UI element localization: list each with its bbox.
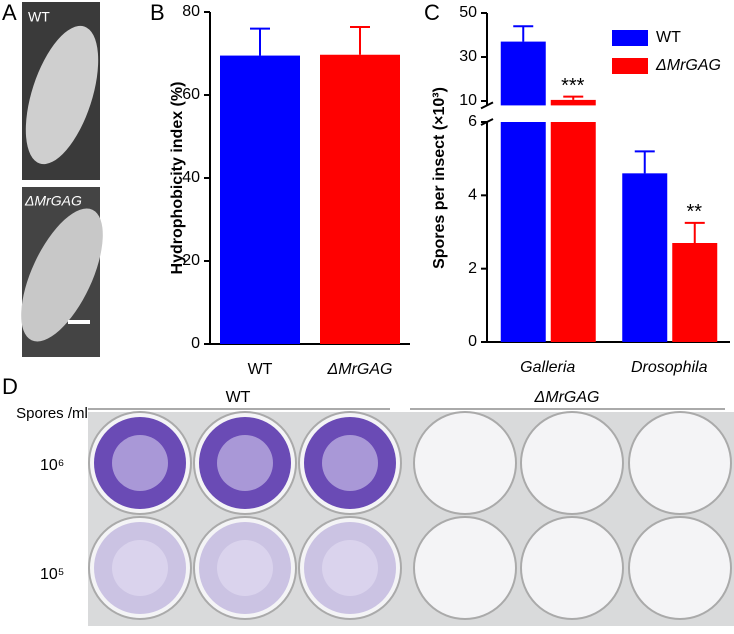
row-label: 10⁶: [40, 457, 64, 474]
x-tick-label: ΔMrGAG: [327, 361, 393, 378]
y-tick-label: 0: [468, 333, 477, 350]
significance: ***: [561, 75, 585, 97]
panel-label: D: [2, 374, 18, 399]
biofilm-center: [322, 540, 378, 596]
bar: [622, 173, 668, 342]
legend-swatch: [612, 58, 648, 74]
x-tick-label: WT: [248, 361, 273, 378]
group-label: ΔMrGAG: [534, 389, 600, 406]
row-header: Spores /ml: [16, 405, 88, 422]
well: [413, 516, 517, 620]
y-tick-label: 0: [191, 335, 200, 352]
legend-label: ΔMrGAG: [655, 57, 721, 74]
error-bar: [634, 150, 655, 174]
x-tick-label: Drosophila: [631, 359, 708, 376]
well: [628, 411, 732, 515]
bar: [220, 55, 300, 344]
error-bar: [250, 27, 270, 56]
biofilm-center: [112, 540, 168, 596]
significance: **: [686, 201, 702, 223]
y-tick-label: 2: [468, 260, 477, 277]
biofilm-center: [217, 435, 273, 491]
spore: [21, 208, 103, 342]
group-label: WT: [226, 389, 251, 406]
well: [520, 516, 624, 620]
bar: [550, 99, 596, 106]
panel-label: A: [2, 0, 17, 25]
y-tick-label: 80: [182, 3, 200, 20]
bar: [320, 54, 400, 345]
error-bar: [513, 25, 534, 42]
bar: [500, 122, 546, 342]
well: [413, 411, 517, 515]
error-bar: [350, 25, 370, 55]
y-tick-label: 4: [468, 187, 477, 204]
bar: [550, 122, 596, 342]
panel-label: B: [150, 0, 165, 25]
error-bar: [563, 95, 584, 100]
well: [628, 516, 732, 620]
y-tick-label: 20: [182, 252, 200, 269]
y-tick-label: 30: [459, 48, 477, 65]
legend-swatch: [612, 30, 648, 46]
spore: [25, 25, 99, 165]
error-bar: [684, 221, 705, 243]
y-tick-label: 50: [459, 4, 477, 21]
legend-label: WT: [656, 29, 681, 46]
biofilm-center: [112, 435, 168, 491]
y-tick-label: 60: [182, 86, 200, 103]
bar: [500, 41, 546, 106]
wells: [88, 411, 732, 620]
row-label: 10⁵: [40, 566, 64, 583]
y-tick-label: 10: [459, 92, 477, 109]
image-label: WT: [28, 9, 50, 25]
image-label: ΔMrGAG: [24, 193, 82, 209]
biofilm-center: [217, 540, 273, 596]
y-tick-label: 6: [468, 113, 477, 130]
well: [520, 411, 624, 515]
panel-label: C: [424, 0, 440, 25]
biofilm-center: [322, 435, 378, 491]
bar: [672, 243, 718, 342]
y-tick-label: 40: [182, 169, 200, 186]
x-tick-label: Galleria: [520, 359, 575, 376]
y-axis-label: Spores per insect (×10³): [431, 87, 448, 269]
y-axis-label: Hydrophobicity index (%): [169, 82, 186, 275]
axis-break: [480, 101, 494, 110]
